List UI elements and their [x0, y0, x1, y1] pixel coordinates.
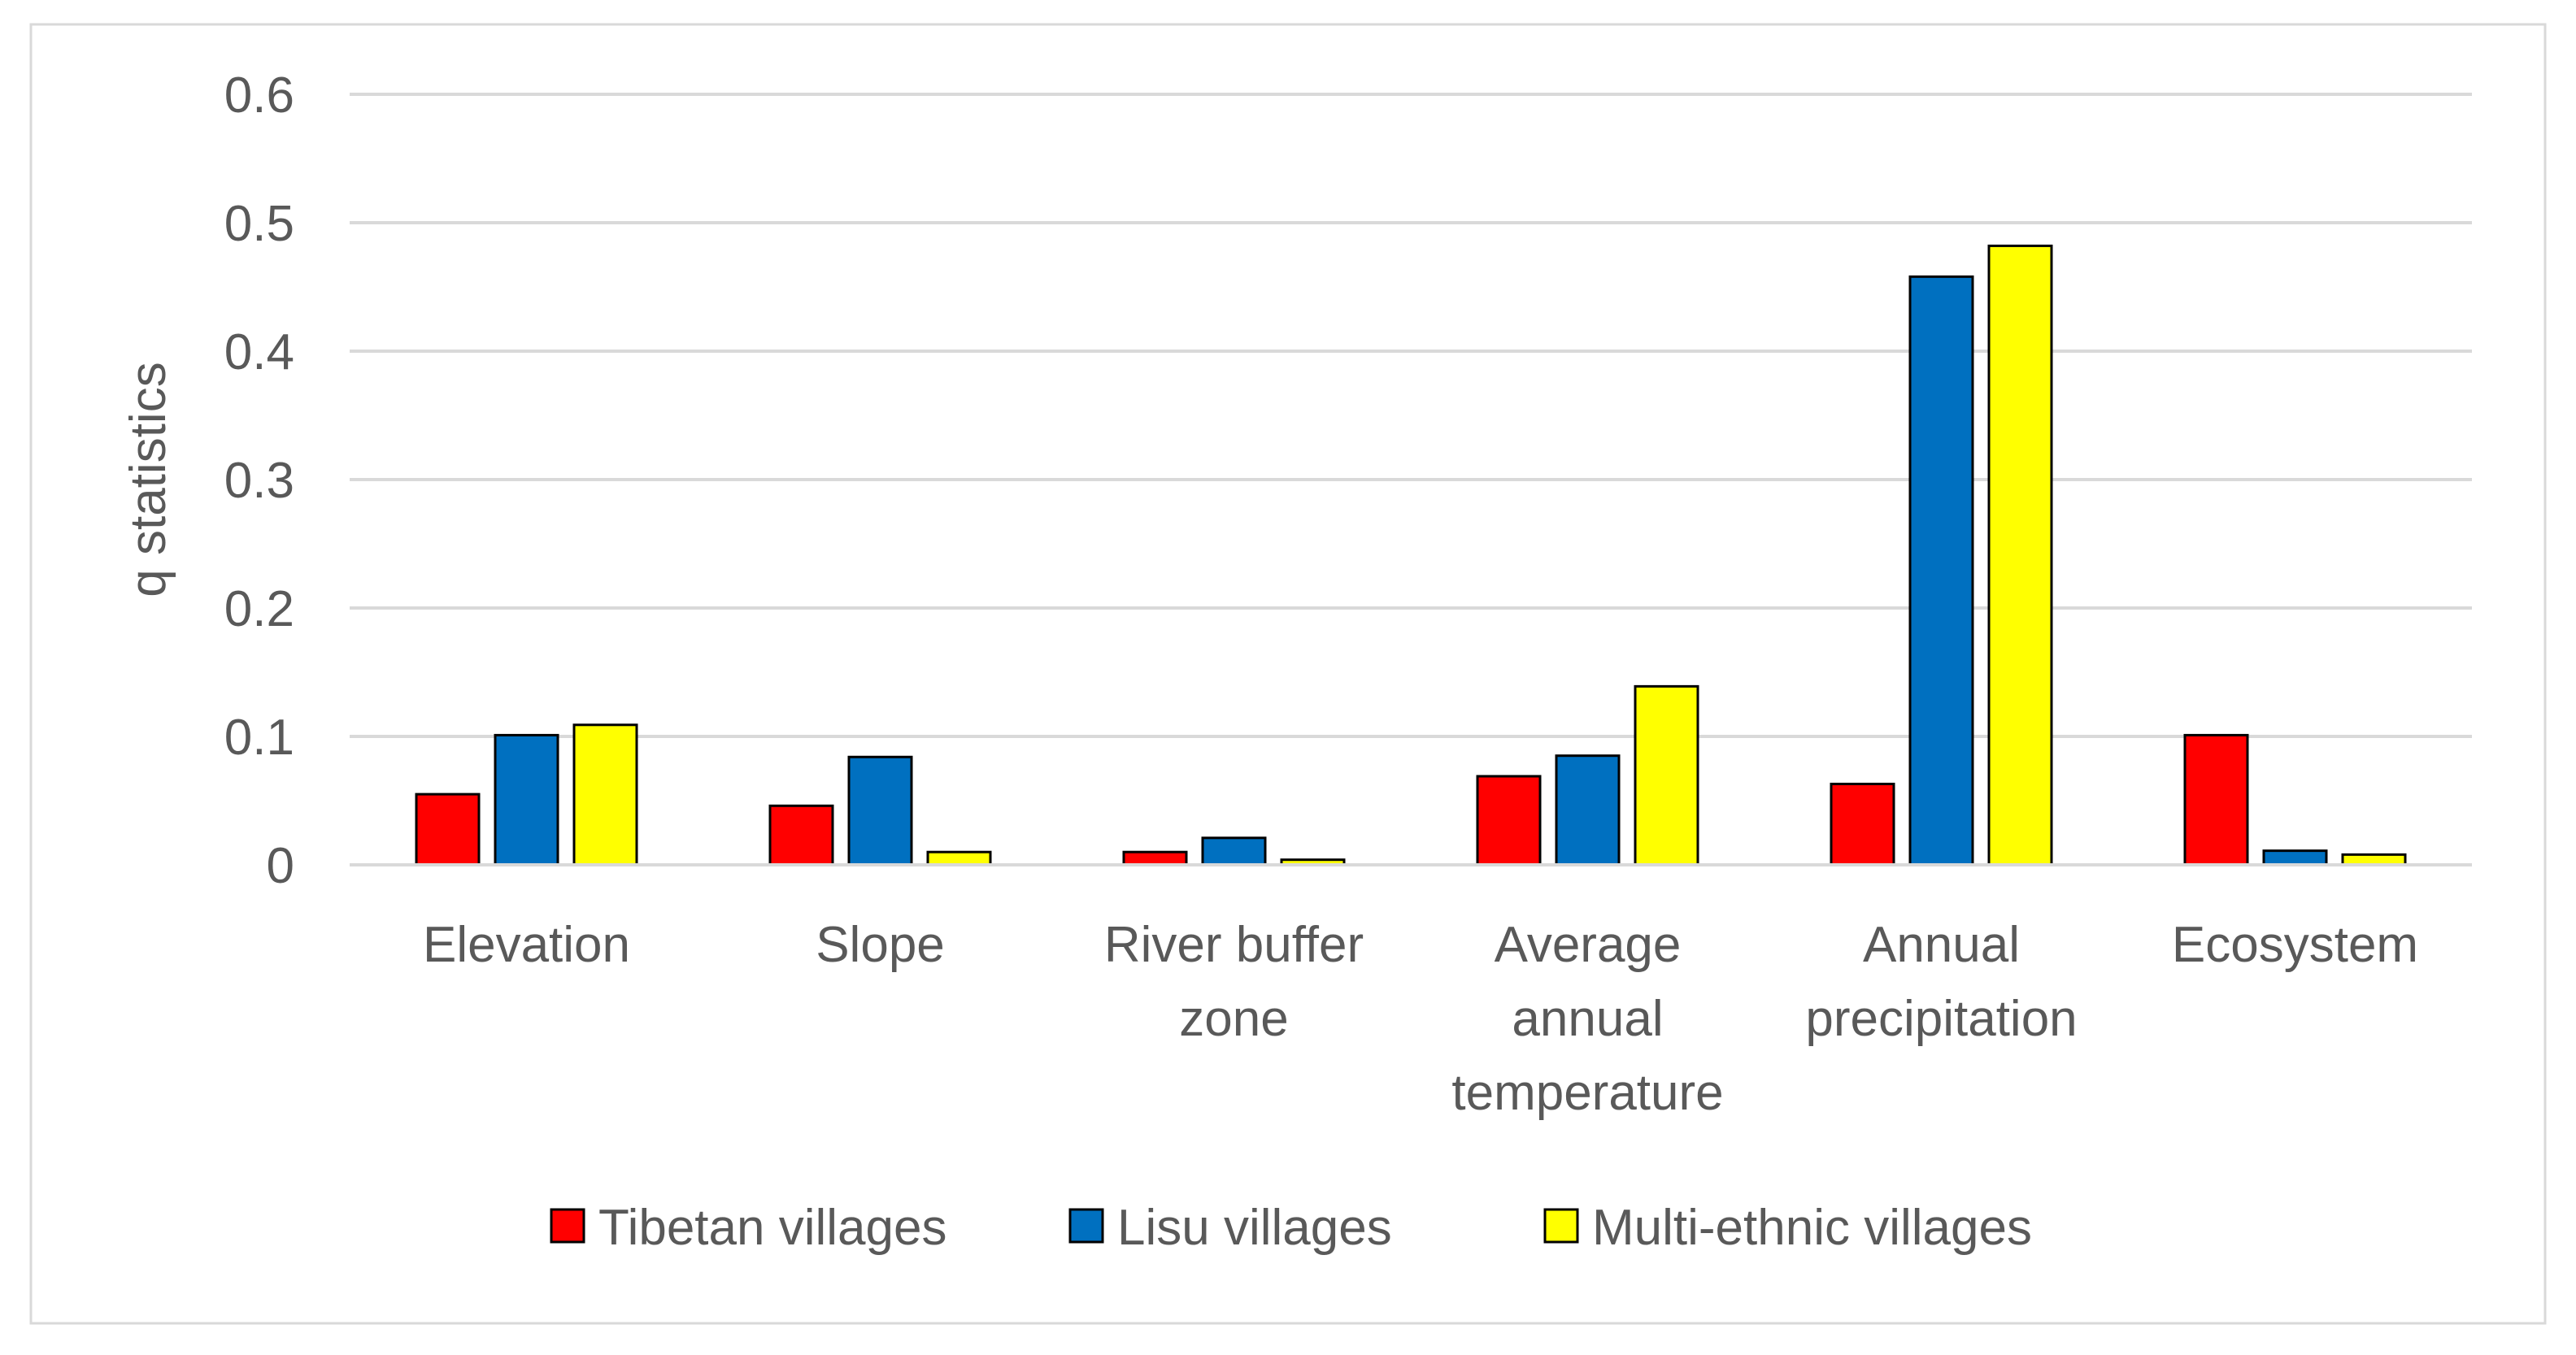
- legend-label: Tibetan villages: [598, 1200, 947, 1256]
- x-tick-label: annual: [1512, 991, 1663, 1047]
- bar: [847, 755, 913, 866]
- x-tick-label: Elevation: [423, 917, 630, 973]
- x-tick-label: precipitation: [1805, 991, 2077, 1047]
- bar: [415, 793, 481, 866]
- bar: [1122, 850, 1188, 866]
- x-tick-label: Ecosystem: [2172, 917, 2418, 973]
- bar: [1830, 782, 1895, 866]
- x-tick-label: temperature: [1451, 1065, 1723, 1121]
- y-axis-label: q statistics: [120, 362, 176, 597]
- y-axis-ticks: 0 0.1 0.2 0.3 0.4 0.5 0.6: [224, 67, 294, 894]
- legend: Tibetan villages Lisu villages Multi-ethni…: [550, 1200, 2032, 1256]
- y-tick-label: 0.6: [224, 67, 294, 124]
- bar: [1987, 244, 2053, 866]
- y-tick-label: 0.3: [224, 453, 294, 509]
- chart-border: [29, 23, 2547, 1325]
- x-tick-label: Average: [1495, 917, 1682, 973]
- x-tick-label: River buffer: [1104, 917, 1364, 973]
- legend-label: Multi-ethnic villages: [1592, 1200, 2032, 1256]
- y-tick-label: 0.5: [224, 196, 294, 252]
- x-tick-label: zone: [1179, 991, 1288, 1047]
- y-tick-label: 0.2: [224, 581, 294, 637]
- x-tick-label: Annual: [1863, 917, 2020, 973]
- bars: [415, 244, 2407, 866]
- bar: [1476, 775, 1542, 866]
- bar: [1555, 754, 1621, 866]
- bar: [494, 733, 559, 866]
- bar: [1634, 684, 1699, 866]
- legend-swatch: [550, 1208, 585, 1244]
- bar: [1908, 275, 1974, 866]
- legend-swatch: [1068, 1208, 1104, 1244]
- bar: [2183, 733, 2249, 866]
- bar: [926, 850, 992, 866]
- x-axis-categories: Elevation Slope River buffer zone Average ann…: [423, 917, 2418, 1121]
- legend-label: Lisu villages: [1117, 1200, 1392, 1256]
- bar: [1201, 836, 1267, 866]
- y-tick-label: 0.4: [224, 324, 294, 380]
- bar: [572, 723, 638, 866]
- bar: [768, 804, 834, 866]
- bar: [2262, 849, 2328, 866]
- legend-swatch: [1543, 1208, 1579, 1244]
- y-tick-label: 0: [267, 838, 294, 894]
- gridlines: [350, 93, 2472, 738]
- x-tick-label: Slope: [816, 917, 945, 973]
- y-tick-label: 0.1: [224, 710, 294, 766]
